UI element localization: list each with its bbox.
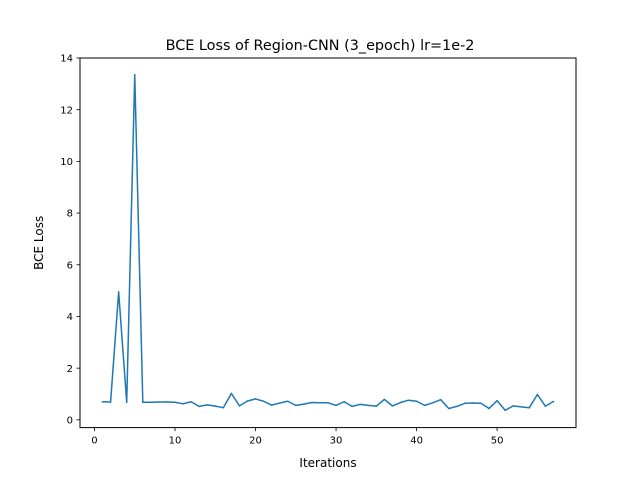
data-point: [399, 401, 402, 404]
data-point: [286, 400, 289, 402]
data-point: [230, 392, 233, 395]
data-point: [423, 404, 426, 407]
x-tick-label: 50: [491, 436, 504, 447]
data-point: [190, 401, 192, 403]
data-point: [520, 406, 522, 408]
data-point: [544, 405, 547, 407]
x-tick-label: 0: [91, 436, 97, 447]
y-axis-label: BCE Loss: [32, 216, 46, 270]
data-point: [335, 404, 337, 407]
data-point: [480, 402, 482, 405]
data-point: [295, 404, 297, 407]
y-tick-label: 12: [60, 105, 73, 116]
data-point: [496, 399, 498, 402]
x-axis-label: Iterations: [299, 456, 356, 470]
data-point: [512, 405, 514, 407]
data-point: [407, 399, 410, 401]
data-point: [439, 398, 442, 401]
data-point: [375, 405, 378, 407]
data-point: [383, 398, 386, 401]
chart-title: BCE Loss of Region-CNN (3_epoch) lr=1e-2: [166, 38, 475, 54]
data-point: [528, 406, 531, 409]
data-point: [109, 401, 112, 403]
y-tick-label: 0: [67, 415, 73, 426]
y-tick-label: 8: [67, 209, 73, 220]
data-point: [488, 407, 490, 410]
y-tick-label: 2: [67, 364, 73, 375]
data-point: [222, 406, 225, 409]
data-point: [278, 402, 281, 404]
data-point: [456, 405, 458, 408]
data-point: [150, 401, 152, 404]
y-tick-label: 14: [60, 54, 73, 65]
axis-ticks: 0 10 20 30 40 50 0 2 4 6 8 10 12 14: [60, 54, 503, 447]
data-point: [359, 403, 361, 406]
x-tick-label: 20: [249, 436, 262, 447]
data-point: [142, 401, 144, 404]
data-point: [158, 401, 160, 403]
data-point: [504, 409, 506, 412]
data-point: [536, 393, 539, 396]
data-point: [166, 401, 168, 403]
data-point: [391, 405, 394, 407]
data-point: [134, 74, 136, 76]
data-point: [319, 402, 321, 404]
data-point: [472, 402, 474, 404]
data-point: [174, 401, 176, 404]
data-point: [415, 400, 418, 402]
data-point: [262, 400, 265, 402]
data-point: [367, 404, 370, 407]
data-point: [125, 401, 128, 404]
x-tick-label: 40: [410, 436, 423, 447]
data-point: [182, 403, 184, 405]
x-tick-label: 30: [330, 436, 343, 447]
data-point: [206, 404, 208, 406]
data-point: [303, 403, 305, 405]
axes-frame: [79, 57, 577, 429]
data-point: [351, 405, 353, 408]
data-point: [198, 405, 200, 408]
data-point: [327, 402, 329, 404]
data-point: [246, 400, 249, 402]
data-point: [552, 400, 555, 403]
data-point: [311, 401, 313, 404]
data-point: [431, 402, 434, 404]
y-tick-label: 10: [60, 157, 73, 168]
data-point: [270, 404, 273, 406]
data-point: [254, 398, 257, 400]
plot-area: [101, 74, 555, 412]
data-point: [238, 405, 241, 407]
y-tick-label: 6: [67, 260, 73, 271]
data-point: [343, 401, 345, 403]
data-point: [448, 407, 450, 410]
y-tick-label: 4: [67, 312, 73, 323]
data-point: [101, 401, 104, 403]
data-point: [464, 402, 466, 405]
data-point: [214, 405, 217, 407]
data-point: [117, 291, 120, 293]
x-tick-label: 10: [169, 436, 182, 447]
